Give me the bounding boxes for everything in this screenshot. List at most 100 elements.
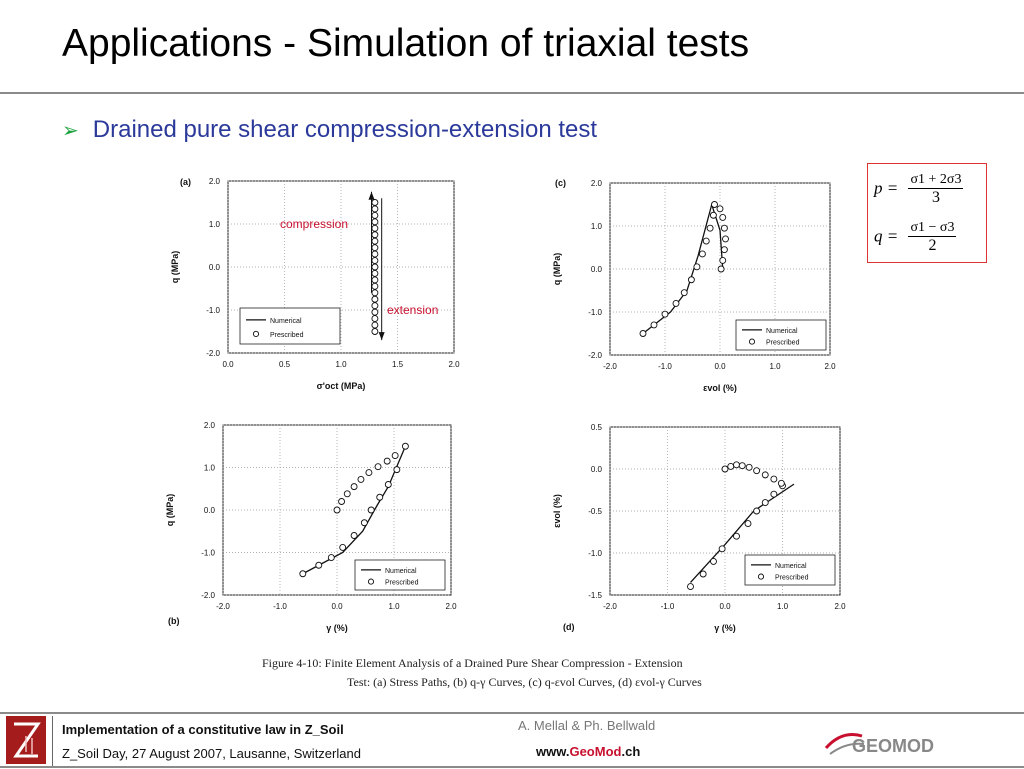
prescribed-point [672,299,680,307]
x-tick-label: -2.0 [603,602,617,611]
x-axis-label: γ (%) [714,623,736,633]
prescribed-point [371,211,379,219]
legend-prescribed-label: Prescribed [270,332,304,339]
prescribed-point [744,520,752,528]
prescribed-point [371,199,379,206]
prescribed-point [357,475,365,483]
equation-q-lhs: q = [874,226,899,246]
prescribed-point [698,250,706,258]
prescribed-point [391,452,399,460]
y-axis-label: q (MPa) [165,494,175,527]
prescribed-point [711,201,718,208]
figure-caption-line2: Test: (a) Stress Paths, (b) q-γ Curves, … [347,675,702,689]
prescribed-point [687,276,695,284]
prescribed-point [371,295,379,303]
prescribed-point [350,532,358,539]
equation-q: q = σ1 − σ3 2 [874,220,957,255]
panel-label: (a) [180,177,191,187]
x-tick-label: 0.0 [714,362,726,371]
y-tick-label: 1.0 [591,222,603,231]
legend-numerical-label: Numerical [766,328,798,335]
arrow-bullet-icon: ➢ [62,120,79,142]
prescribed-point [761,471,769,479]
legend-box [744,554,836,586]
prescribed-point [716,205,724,213]
prescribed-point [365,469,373,477]
x-axis-label: γ (%) [326,623,348,633]
prescribed-point [639,330,647,337]
x-tick-label: 2.0 [834,602,846,611]
slide-title: Applications - Simulation of triaxial te… [62,22,750,65]
legend-circle-swatch [252,330,260,337]
website-link[interactable]: www.GeoMod.ch [536,744,640,759]
website-mod: Mod [594,744,622,759]
x-tick-label: 1.0 [388,602,400,611]
annotation-extension: extension [387,303,438,317]
y-tick-label: -2.0 [588,351,602,360]
prescribed-point [770,475,778,483]
x-tick-label: 2.0 [448,360,460,369]
prescribed-point [719,256,727,264]
prescribed-point [753,507,761,515]
y-tick-label: -1.0 [588,308,602,317]
y-tick-label: -2.0 [206,349,220,358]
x-tick-label: 1.0 [777,602,789,611]
legend-numerical-label: Numerical [775,563,807,570]
prescribed-point [371,289,379,297]
legend-box [735,319,827,351]
prescribed-point [371,231,379,239]
footer-bottom-line [0,766,1024,768]
prescribed-point [360,519,368,527]
prescribed-point [721,465,729,473]
prescribed-point [401,442,409,450]
x-tick-label: -1.0 [661,602,675,611]
prescribed-point [661,310,669,318]
y-tick-label: 0.5 [591,423,603,432]
prescribed-point [720,246,728,254]
numerical-series-line [302,445,406,575]
y-tick-label: 0.0 [204,506,216,515]
prescribed-point [339,543,347,551]
equation-p-numerator: σ1 + 2σ3 [908,172,964,189]
prescribed-point [350,483,358,491]
prescribed-point [371,315,379,323]
prescribed-point [371,257,379,264]
y-tick-label: 1.0 [209,220,221,229]
y-tick-label: 0.0 [591,265,603,274]
prescribed-point [371,276,379,284]
prescribed-point [371,308,379,316]
prescribed-point [745,463,753,471]
footer-authors: A. Mellal & Ph. Bellwald [518,718,656,733]
extension-arrow-head [378,332,385,341]
x-tick-label: 1.0 [335,360,347,369]
prescribed-point [719,213,727,221]
prescribed-point [693,263,701,271]
y-tick-label: 1.0 [204,464,216,473]
x-axis-label: εvol (%) [703,383,737,393]
geomod-logo: GEOMOD [824,733,934,756]
prescribed-point [650,321,658,329]
footer-event: Z_Soil Day, 27 August 2007, Lausanne, Sw… [62,746,361,761]
x-tick-label: 0.0 [331,602,343,611]
prescribed-point [717,265,725,273]
prescribed-point [702,237,710,245]
x-tick-label: -2.0 [216,602,230,611]
prescribed-point [718,545,726,553]
prescribed-point [371,205,379,213]
footer-separator [52,716,53,766]
prescribed-point [333,506,341,514]
title-divider [0,92,1024,94]
x-tick-label: 1.5 [392,360,404,369]
geomod-swoosh-icon [824,733,863,750]
prescribed-point [371,263,379,271]
y-axis-label: q (MPa) [552,253,562,286]
prescribed-point [374,463,382,471]
chart-panel-1: 0.0 0.5 1.0 1.5 2.0 2.0 1.0 0.0 -1.0 -2.0 (a) σ'oct… [170,177,460,391]
prescribed-point [706,224,714,232]
x-tick-label: 1.0 [769,362,781,371]
equation-p-lhs: p = [874,178,899,198]
y-tick-label: 0.0 [209,263,221,272]
prescribed-point [727,463,735,470]
prescribed-point [371,237,379,245]
legend-prescribed-label: Prescribed [775,575,809,582]
